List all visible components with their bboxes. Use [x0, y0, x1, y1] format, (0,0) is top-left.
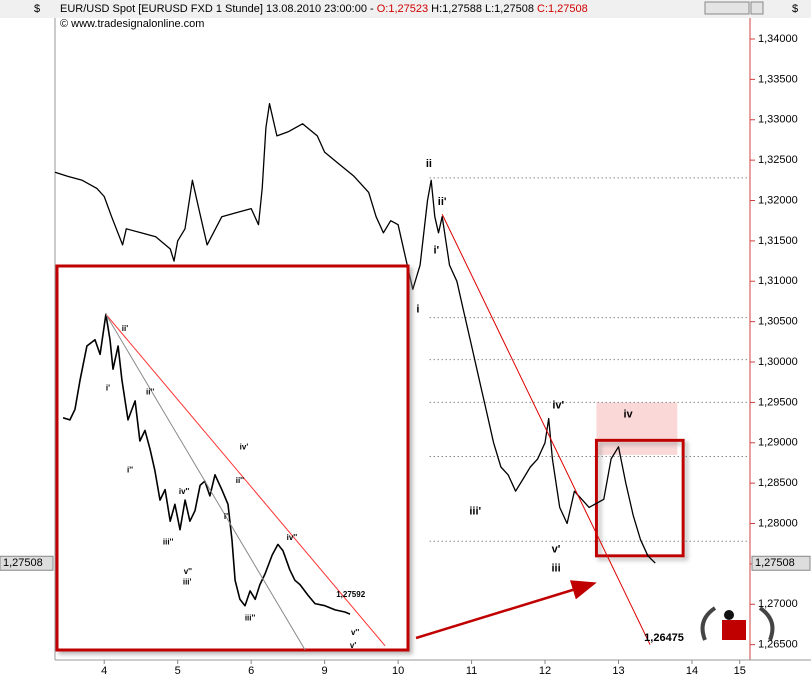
- y-tick-label: 1,32500: [758, 154, 798, 166]
- annotation: iii': [469, 505, 481, 517]
- copyright: © www.tradesignalonline.com: [60, 18, 204, 30]
- annotation: ii'': [146, 388, 154, 397]
- last-price-box: [751, 555, 811, 571]
- zone: [596, 402, 678, 455]
- y-tick-label: 1,27000: [758, 598, 798, 610]
- trend-line: [105, 314, 386, 647]
- annotation: ii': [438, 196, 447, 208]
- trend-line: [441, 214, 651, 645]
- x-tick-label: 10: [392, 665, 404, 677]
- inset-plot: 1,27592 ii' i' ii'' i'' iv'' iii'' v'' iii' iv' ii…: [62, 313, 386, 651]
- y-tick-label: 1,32000: [758, 194, 798, 206]
- annotation: i'': [224, 512, 230, 521]
- header-title: EUR/USD Spot [EURUSD FXD 1 Stunde] 13.08…: [60, 3, 374, 15]
- annotation: iv': [240, 442, 249, 451]
- header-open: O:1,27523: [377, 3, 428, 15]
- last-price-label: 1,27508: [755, 557, 795, 569]
- annotation: iv: [623, 408, 633, 420]
- y-tick-label: 1,28000: [758, 517, 798, 529]
- x-tick-label: 4: [101, 665, 107, 677]
- y-tick-label: 1,31000: [758, 275, 798, 287]
- header-high: H:1,27588: [431, 3, 482, 15]
- main-plot: 1,34000 1,33500 1,33000 1,32500 1,32000 1,315…: [0, 33, 811, 677]
- y-tick-label: 1,30500: [758, 316, 798, 328]
- last-price-label: 1,27508: [3, 557, 43, 569]
- annotation: iv'': [179, 487, 190, 496]
- y-tick-label: 1,28500: [758, 477, 798, 489]
- x-tick-label: 13: [612, 665, 624, 677]
- annotation: iii: [551, 563, 560, 575]
- annotation: iv'': [287, 533, 298, 542]
- annotation: i': [433, 244, 439, 256]
- annotation: i'': [127, 466, 133, 475]
- header-bar: [0, 0, 811, 18]
- y-tick-label: 1,34000: [758, 33, 798, 45]
- trend-line: [105, 314, 306, 651]
- y-tick-label: 1,26500: [758, 639, 798, 651]
- header-close: C:1,27508: [537, 3, 588, 15]
- annotation: v'': [351, 628, 359, 637]
- annotation: ii'': [236, 476, 244, 485]
- arrow: [415, 580, 597, 640]
- annotation: 1,26475: [644, 632, 684, 644]
- x-tick-label: 9: [322, 665, 328, 677]
- window-button[interactable]: [704, 1, 750, 15]
- logo: [700, 606, 775, 641]
- logo-head: [724, 610, 734, 620]
- y-tick-label: 1,29500: [758, 396, 798, 408]
- annotation: iv': [552, 400, 564, 412]
- window-buttons[interactable]: [704, 1, 764, 15]
- laurel: [700, 606, 775, 641]
- annotation: ii: [426, 158, 432, 170]
- window-button[interactable]: [750, 1, 764, 15]
- annotation: 1,27592: [336, 590, 365, 599]
- x-tick-label: 5: [175, 665, 181, 677]
- x-tick-label: 14: [686, 665, 698, 677]
- logo-block: [722, 620, 746, 640]
- annotation: iii'': [245, 613, 256, 622]
- annotation: v': [552, 543, 561, 555]
- annotation: iii': [183, 578, 192, 587]
- x-tick-label: 15: [734, 665, 746, 677]
- price-line: [62, 313, 351, 615]
- annotation: i: [416, 303, 419, 315]
- y-tick-label: 1,29000: [758, 437, 798, 449]
- x-tick-label: 11: [466, 665, 477, 677]
- annotation: iii'': [163, 537, 174, 546]
- zone: [594, 438, 685, 558]
- annotation: ii': [122, 324, 128, 333]
- y-tick-label: 1,33500: [758, 73, 798, 85]
- last-price-box: [0, 555, 54, 571]
- annotation: i': [106, 383, 110, 392]
- header-low: L:1,27508: [485, 3, 534, 15]
- x-tick-label: 6: [248, 665, 254, 677]
- header: EUR/USD Spot [EURUSD FXD 1 Stunde] 13.08…: [60, 3, 588, 15]
- annotation: v'': [184, 567, 192, 576]
- y-tick-label: 1,33000: [758, 114, 798, 126]
- y-tick-label: 1,30000: [758, 356, 798, 368]
- currency-left: $: [34, 3, 40, 15]
- x-tick-label: 12: [539, 665, 551, 677]
- currency-right: $: [792, 3, 798, 15]
- y-tick-label: 1,31500: [758, 235, 798, 247]
- annotation: v': [350, 641, 356, 650]
